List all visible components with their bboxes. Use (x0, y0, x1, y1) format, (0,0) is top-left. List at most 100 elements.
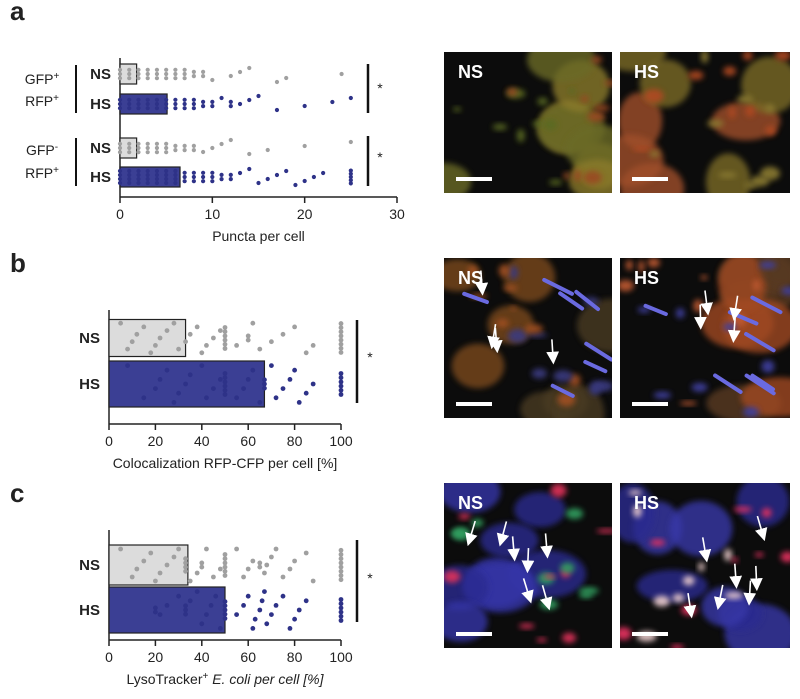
cell (514, 491, 566, 528)
cell (745, 105, 755, 117)
data-point (284, 75, 289, 81)
data-point (117, 180, 123, 186)
data-point (129, 574, 135, 580)
data-point (256, 180, 261, 186)
data-point (338, 601, 344, 607)
data-point (164, 603, 170, 608)
micrograph-texture (444, 258, 612, 418)
cell (682, 575, 695, 586)
data-point (210, 99, 215, 104)
arrow (749, 565, 763, 592)
arrow (507, 536, 521, 562)
x-axis-label: Colocalization RFP-CFP per cell [%] (113, 455, 338, 471)
data-point (219, 141, 224, 147)
x-tick-label: 80 (287, 649, 303, 665)
cell (679, 401, 697, 406)
data-point (117, 106, 123, 111)
superscript: - (55, 142, 58, 153)
micrograph-texture (620, 52, 790, 193)
data-point (228, 172, 233, 177)
data-point (273, 603, 279, 608)
cell (761, 360, 775, 373)
data-point (199, 363, 205, 368)
label-part: GFP (26, 142, 55, 158)
data-point (292, 324, 297, 330)
data-point (311, 174, 316, 180)
arrow (489, 327, 503, 354)
cell (550, 483, 567, 498)
data-point (228, 104, 233, 109)
data-point (338, 375, 344, 381)
arrow (683, 593, 697, 619)
cell (670, 644, 684, 648)
data-point (222, 333, 228, 339)
cell (587, 111, 606, 122)
data-point (118, 320, 123, 326)
data-point (257, 560, 263, 566)
data-point (234, 395, 240, 401)
group-label: RFP+ (25, 165, 59, 182)
data-point (136, 76, 141, 81)
data-point (302, 178, 307, 184)
data-point (348, 171, 353, 176)
arrow (540, 533, 553, 559)
data-point (154, 141, 160, 146)
data-point (338, 609, 344, 615)
data-point (187, 598, 193, 604)
data-point (164, 145, 169, 151)
label-part: Puncta per cell (212, 228, 305, 244)
data-point (210, 170, 215, 175)
data-point (338, 560, 344, 566)
data-point (264, 621, 270, 627)
data-point (191, 179, 196, 184)
cell (688, 70, 704, 81)
bacterium (574, 289, 600, 312)
cell (620, 627, 632, 641)
data-point (257, 400, 263, 405)
cell (589, 384, 601, 395)
data-point (199, 564, 205, 570)
cell (450, 529, 466, 538)
data-point (171, 400, 177, 405)
data-point (145, 76, 150, 81)
data-point (176, 346, 182, 352)
image-label: NS (458, 268, 483, 288)
data-point (127, 71, 132, 77)
data-point (330, 99, 335, 105)
data-point (222, 379, 228, 385)
data-point (204, 612, 209, 617)
data-point (154, 176, 160, 182)
cell (723, 323, 737, 331)
data-point (338, 573, 344, 578)
data-point (228, 99, 233, 104)
data-point (338, 341, 344, 347)
data-point (201, 69, 206, 74)
data-point (338, 564, 344, 570)
data-point (145, 101, 150, 107)
data-point (262, 570, 267, 576)
data-point (241, 603, 246, 608)
data-point (222, 387, 228, 393)
bar (108, 544, 189, 586)
data-point (257, 564, 263, 570)
data-point (237, 170, 243, 176)
data-point (228, 137, 233, 143)
panel-label: b (10, 248, 26, 278)
x-tick-label: 20 (148, 649, 164, 665)
data-point (199, 350, 205, 356)
cell (638, 260, 645, 273)
data-point (183, 381, 188, 387)
group-label: GFP+ (25, 71, 60, 88)
x-tick-label: 0 (105, 649, 113, 665)
category-label: HS (79, 602, 100, 619)
data-point (245, 377, 251, 382)
cell (536, 637, 547, 643)
data-point (250, 367, 256, 373)
data-point (287, 377, 293, 382)
cell (707, 119, 724, 128)
data-point (280, 593, 286, 599)
data-point (173, 106, 178, 111)
data-point (173, 97, 178, 102)
cell (754, 552, 764, 558)
data-point (262, 377, 267, 383)
